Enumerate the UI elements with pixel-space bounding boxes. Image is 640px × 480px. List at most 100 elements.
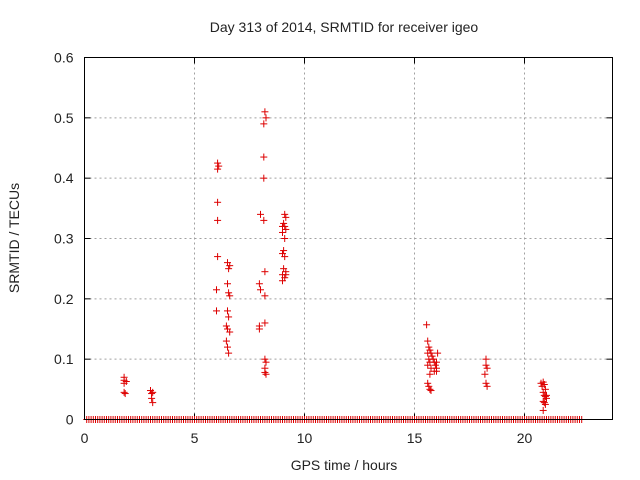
data-point	[148, 394, 156, 402]
data-point	[282, 225, 290, 233]
data-point	[255, 325, 263, 333]
chart-title: Day 313 of 2014, SRMTID for receiver ige…	[210, 19, 479, 35]
data-point	[255, 280, 263, 288]
x-tick-label: 15	[407, 430, 423, 446]
data-point	[279, 228, 286, 236]
data-point	[280, 219, 288, 227]
data-point	[260, 120, 268, 128]
data-point	[281, 210, 289, 218]
data-point	[214, 165, 222, 173]
data-point	[260, 174, 268, 182]
y-tick-label: 0.4	[54, 170, 74, 186]
data-point	[262, 370, 270, 378]
data-points	[83, 108, 586, 423]
data-point	[425, 382, 433, 390]
data-point	[427, 349, 435, 357]
data-point	[424, 361, 432, 369]
data-point	[214, 159, 222, 167]
y-tick-label: 0.1	[54, 351, 74, 367]
data-point	[222, 322, 230, 330]
y-tick-label: 0	[66, 412, 74, 428]
data-point	[543, 391, 550, 399]
data-point	[262, 358, 270, 366]
data-point	[426, 385, 434, 393]
data-point	[434, 349, 442, 357]
data-point	[540, 399, 548, 407]
data-point	[483, 364, 491, 372]
data-point	[226, 292, 234, 300]
data-point	[260, 153, 268, 161]
data-point	[122, 377, 130, 385]
data-point	[257, 210, 264, 218]
data-point	[224, 343, 231, 351]
data-point	[433, 358, 440, 366]
y-axis-label: SRMTID / TECUs	[6, 183, 22, 293]
data-point	[261, 319, 269, 327]
x-tick-label: 5	[191, 430, 199, 446]
data-point	[482, 379, 490, 387]
grid-lines	[84, 57, 613, 420]
data-point	[540, 381, 548, 389]
data-point	[427, 387, 435, 395]
data-point	[424, 379, 432, 387]
data-point	[214, 253, 222, 261]
data-point	[281, 253, 289, 261]
data-point	[541, 393, 549, 401]
data-point	[226, 262, 234, 270]
data-point	[425, 343, 433, 351]
data-point	[279, 277, 286, 285]
data-point	[214, 198, 222, 206]
data-point	[280, 247, 288, 255]
y-tick-label: 0.3	[54, 231, 74, 247]
y-tick-label: 0.6	[54, 50, 74, 66]
data-point	[225, 265, 233, 273]
data-point	[426, 370, 434, 378]
data-point	[261, 292, 269, 300]
data-point	[225, 313, 233, 321]
data-point	[225, 349, 233, 357]
data-point	[424, 337, 432, 345]
x-tick-label: 20	[517, 430, 533, 446]
data-point	[282, 271, 290, 279]
data-point	[261, 355, 269, 363]
data-point	[225, 289, 233, 297]
data-point	[214, 216, 222, 224]
data-point	[428, 352, 436, 360]
data-point	[431, 361, 439, 369]
data-point	[226, 328, 234, 336]
x-tick-label: 10	[297, 430, 313, 446]
data-point	[215, 162, 223, 170]
data-point	[257, 286, 264, 294]
data-point	[213, 307, 220, 315]
data-point	[482, 355, 490, 363]
x-tick-label: 0	[81, 430, 89, 446]
data-point	[281, 235, 289, 242]
data-point	[149, 388, 157, 396]
axis-ticks: 0 0.1 0.2 0.3 0.4 0.5 0.6 0 5 10 15 20	[54, 50, 613, 446]
data-point	[222, 337, 230, 345]
data-point	[260, 216, 268, 224]
x-axis-label: GPS time / hours	[291, 457, 398, 473]
data-point	[261, 108, 269, 116]
data-point	[213, 286, 220, 294]
data-point	[482, 361, 490, 369]
data-point	[429, 355, 437, 363]
data-point	[539, 388, 547, 396]
data-point	[120, 388, 128, 396]
data-point	[261, 268, 269, 276]
data-point	[121, 390, 129, 398]
data-point	[433, 367, 440, 375]
data-point	[149, 399, 157, 407]
data-point	[423, 321, 431, 329]
y-tick-label: 0.5	[54, 110, 74, 126]
data-point	[261, 368, 269, 376]
plot-frame	[84, 57, 613, 420]
data-point	[539, 406, 547, 414]
data-point	[224, 280, 231, 288]
y-tick-label: 0.2	[54, 291, 74, 307]
data-point	[541, 400, 549, 408]
data-point	[282, 213, 290, 221]
data-point	[481, 370, 489, 378]
data-point	[483, 382, 491, 390]
